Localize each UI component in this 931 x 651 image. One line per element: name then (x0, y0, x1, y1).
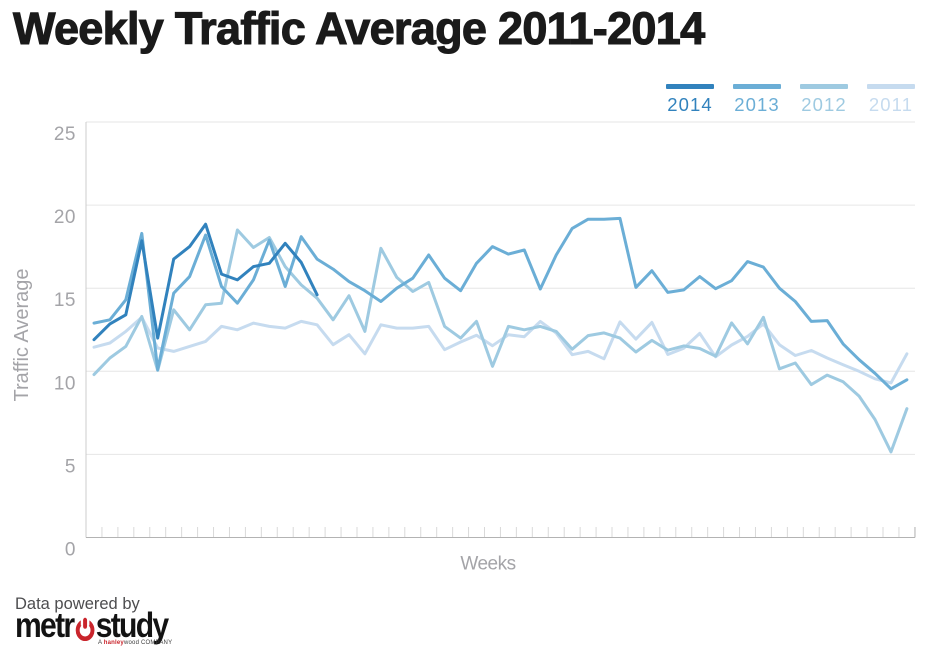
svg-text:0: 0 (65, 540, 76, 561)
svg-text:25: 25 (54, 124, 76, 145)
svg-text:10: 10 (54, 373, 76, 394)
svg-text:15: 15 (54, 290, 76, 311)
svg-text:Weeks: Weeks (460, 554, 515, 575)
svg-text:Traffic Average: Traffic Average (11, 268, 33, 401)
svg-text:5: 5 (65, 456, 76, 477)
svg-text:20: 20 (54, 207, 76, 228)
